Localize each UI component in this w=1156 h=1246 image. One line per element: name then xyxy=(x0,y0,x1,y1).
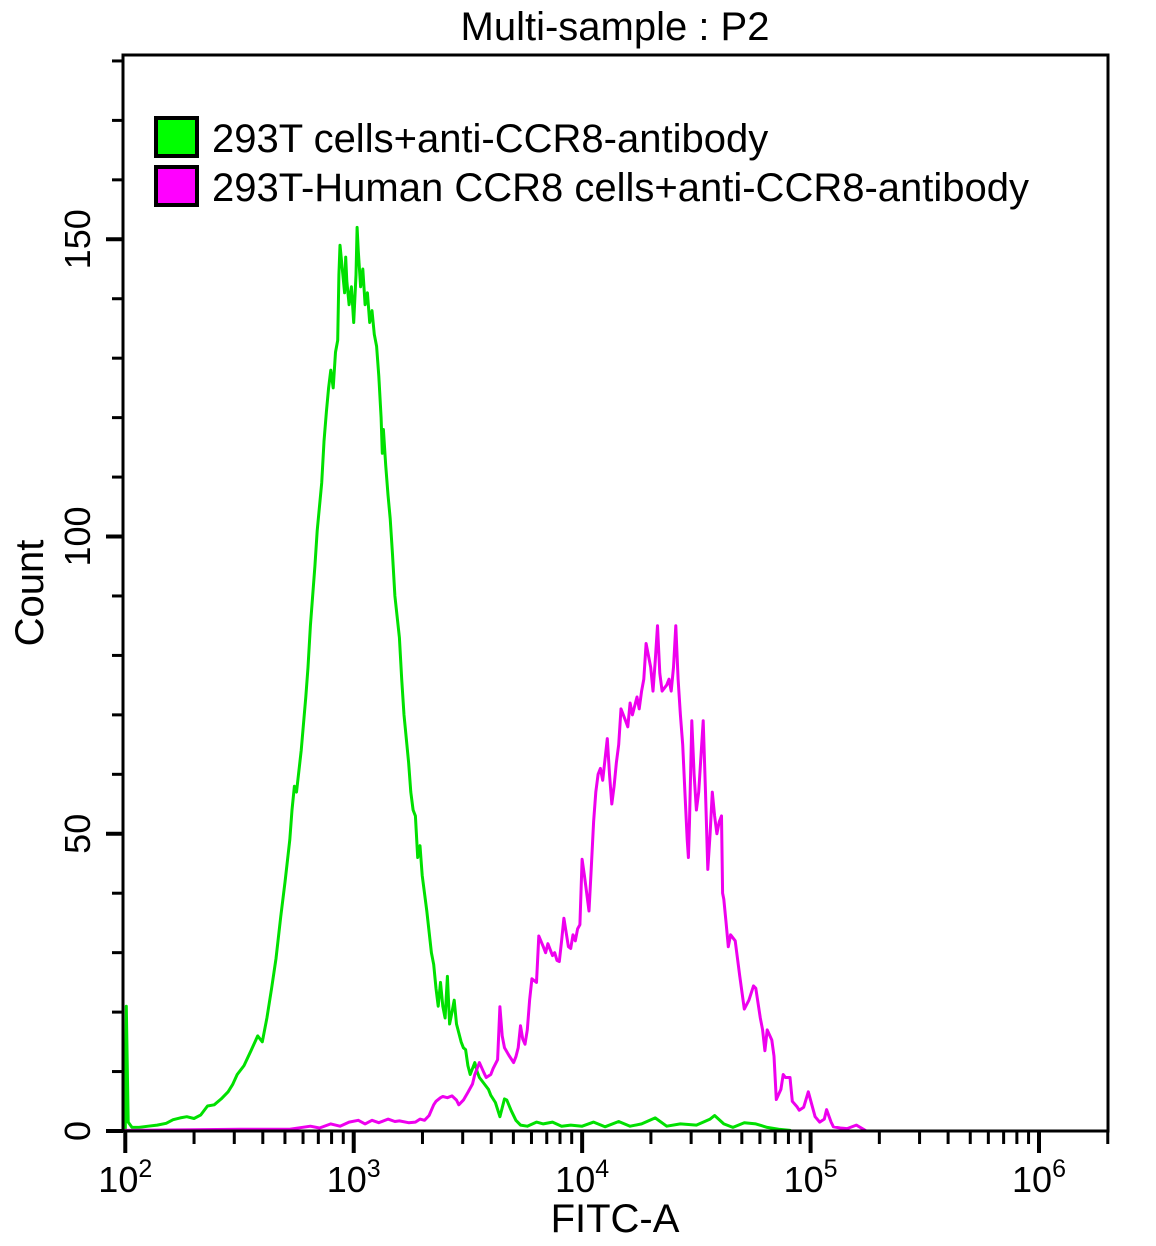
curves-layer xyxy=(124,225,867,1131)
y-tick-label: 50 xyxy=(57,814,98,854)
legend-swatch-magenta xyxy=(154,165,199,207)
y-tick-label: 100 xyxy=(57,506,98,566)
chart-title: Multi-sample : P2 xyxy=(461,5,770,49)
histogram-curve-green xyxy=(124,225,792,1131)
x-tick-label: 106 xyxy=(1012,1155,1066,1200)
x-tick-label: 103 xyxy=(327,1155,381,1200)
x-tick-label: 102 xyxy=(98,1155,152,1200)
legend: 293T cells+anti-CCR8-antibody 293T-Human… xyxy=(154,116,1029,210)
legend-label-green: 293T cells+anti-CCR8-antibody xyxy=(212,117,768,161)
plot-border xyxy=(121,53,1110,1133)
x-tick-label: 104 xyxy=(555,1155,609,1200)
y-axis-label: Count xyxy=(8,540,52,647)
x-tick-label: 105 xyxy=(784,1155,838,1200)
ticks-layer: 102 103 104 105 106 0 50 100 150 xyxy=(57,59,1110,1200)
y-tick-label: 150 xyxy=(57,209,98,269)
x-axis-label: FITC-A xyxy=(551,1197,680,1241)
legend-label-magenta: 293T-Human CCR8 cells+anti-CCR8-antibody xyxy=(212,166,1029,210)
y-tick-label: 0 xyxy=(57,1121,98,1141)
legend-swatch-green xyxy=(154,116,199,158)
histogram-curve-magenta xyxy=(124,624,867,1131)
